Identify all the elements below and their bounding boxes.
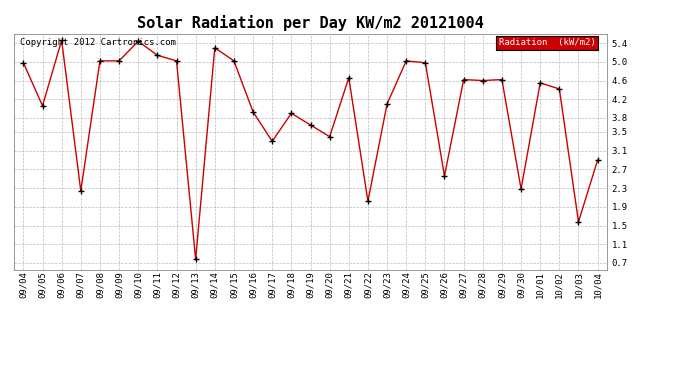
Text: Copyright 2012 Cartronics.com: Copyright 2012 Cartronics.com <box>20 39 176 48</box>
Title: Solar Radiation per Day KW/m2 20121004: Solar Radiation per Day KW/m2 20121004 <box>137 15 484 31</box>
Text: Radiation  (kW/m2): Radiation (kW/m2) <box>499 39 595 48</box>
